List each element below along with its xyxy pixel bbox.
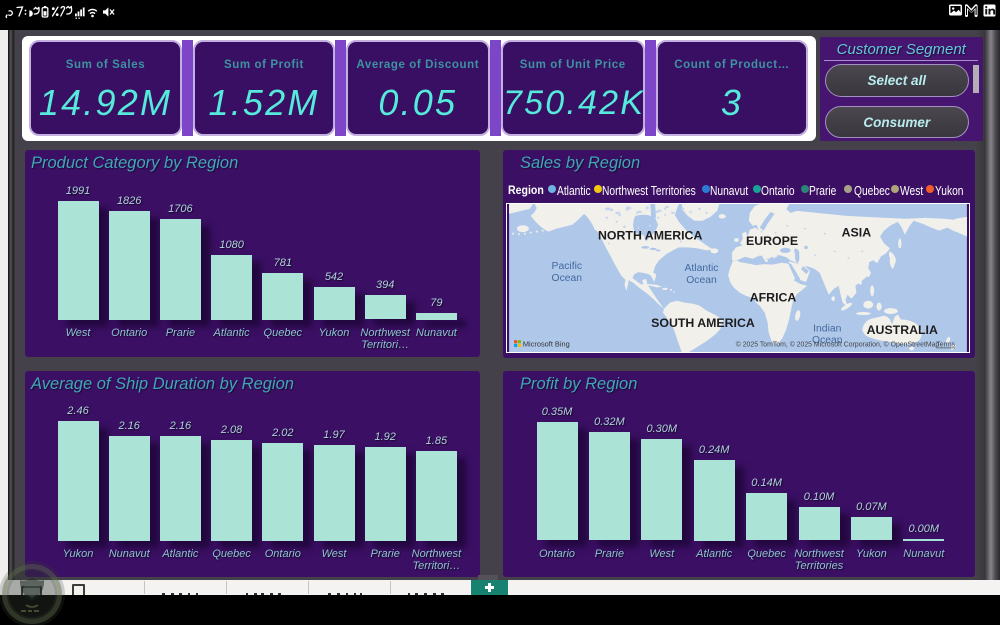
svg-text:AFRICA: AFRICA <box>750 291 797 305</box>
svg-text:© 2025 TomTom, © 2025 Microsof: © 2025 TomTom, © 2025 Microsoft Corporat… <box>736 341 940 349</box>
svg-text:Microsoft Bing: Microsoft Bing <box>523 340 570 349</box>
svg-text:Pacific: Pacific <box>552 261 583 272</box>
svg-text:SOUTH AMERICA: SOUTH AMERICA <box>651 316 755 330</box>
svg-text:Atlantic: Atlantic <box>685 263 719 274</box>
svg-text:NORTH AMERICA: NORTH AMERICA <box>598 229 702 243</box>
svg-text:EUROPE: EUROPE <box>746 234 798 248</box>
svg-text:Ocean: Ocean <box>686 275 717 286</box>
svg-text:Indian: Indian <box>813 323 841 334</box>
svg-text:Terms: Terms <box>936 342 955 349</box>
svg-text:ASIA: ASIA <box>842 226 872 240</box>
svg-text:Ocean: Ocean <box>812 335 843 346</box>
svg-text:Ocean: Ocean <box>552 273 583 284</box>
svg-text:AUSTRALIA: AUSTRALIA <box>867 323 938 337</box>
